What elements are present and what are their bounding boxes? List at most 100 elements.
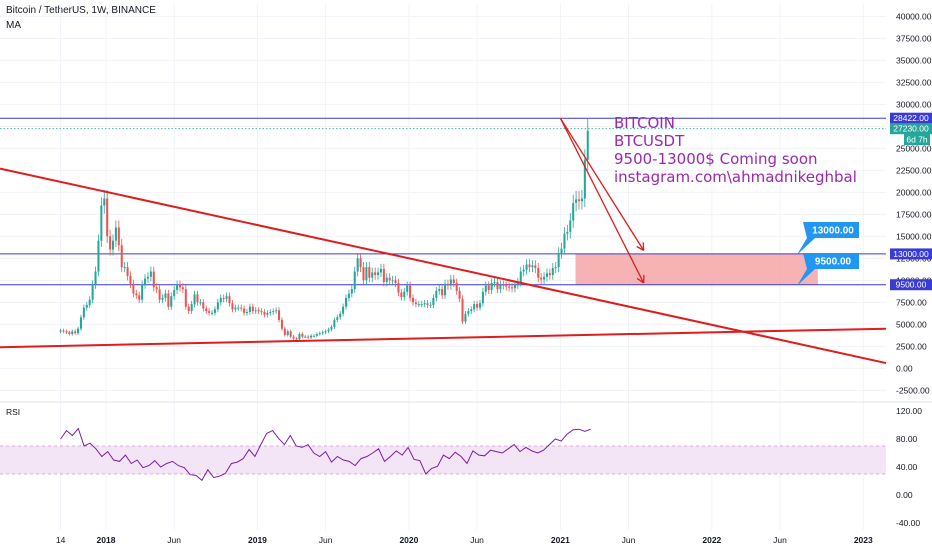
candle-body <box>141 284 144 300</box>
indicator-label-ma[interactable]: MA <box>6 20 21 31</box>
candle-body <box>359 258 362 268</box>
candle-body <box>193 294 196 305</box>
price-tick-label: 5000.00 <box>896 319 927 329</box>
trendlines[interactable] <box>0 167 887 365</box>
candle-body <box>513 284 516 289</box>
candle-body <box>312 335 315 337</box>
price-axis[interactable]: 40000.00 37500.00 35000.00 32500.00 30000.00… <box>896 11 932 395</box>
candle-body <box>403 291 406 298</box>
candle-body <box>362 267 365 281</box>
candlesticks[interactable] <box>59 118 589 341</box>
candle-body <box>213 309 216 313</box>
candle-body <box>481 291 484 304</box>
candle-body <box>187 306 190 312</box>
price-tag-text: 9500.00 <box>896 280 927 290</box>
rsi-tick-label: 0.00 <box>896 490 913 500</box>
candle-body <box>71 331 74 334</box>
candle-body <box>196 294 199 303</box>
candle-body <box>342 306 345 314</box>
candle-body <box>577 199 581 202</box>
horizontal-levels[interactable] <box>0 117 886 286</box>
candle-body <box>240 307 243 309</box>
candle-body <box>222 297 225 299</box>
time-tick-label: 14 <box>56 535 66 545</box>
candle-body <box>490 282 493 290</box>
candle-body <box>269 312 272 313</box>
price-callouts: 13000.00 9500.00 <box>797 222 859 286</box>
candle-body <box>295 338 298 340</box>
candle-body <box>493 282 496 284</box>
candle-body <box>254 310 257 312</box>
candle-body <box>409 285 412 298</box>
candle-body <box>318 333 321 335</box>
candle-body <box>540 277 543 280</box>
candle-body <box>377 272 380 276</box>
arrow-shaft <box>559 117 645 251</box>
rsi-tick-label: -40.00 <box>896 518 920 528</box>
candle-body <box>283 328 286 335</box>
projection-arrows[interactable] <box>559 117 645 284</box>
rsi-label: RSI <box>6 407 20 417</box>
time-axis[interactable]: 14 2018 Jun 2019 Jun 2020 Jun 2021 Jun 2022 Jun 202… <box>56 535 873 545</box>
price-tick-label: 20000.00 <box>896 187 932 197</box>
candle-body <box>333 319 336 327</box>
candle-body <box>243 308 246 313</box>
candle-body <box>149 271 152 277</box>
price-tick-label: 22500.00 <box>896 165 932 175</box>
candle-body <box>65 331 68 333</box>
time-tick-label: Jun <box>773 535 787 545</box>
candle-body <box>286 331 289 335</box>
price-tick-label: 25000.00 <box>896 143 932 153</box>
candle-body <box>275 310 278 312</box>
candle-body <box>91 284 94 300</box>
price-tick-label: 2500.00 <box>896 341 927 351</box>
time-tick-label: Jun <box>319 535 333 545</box>
candle-body <box>339 313 342 318</box>
candle-body <box>528 264 531 268</box>
candle-body <box>569 220 572 232</box>
candle-body <box>94 271 97 285</box>
candle-body <box>152 271 155 288</box>
price-tick-label: 30000.00 <box>896 99 932 109</box>
candle-body <box>391 280 394 282</box>
candle-body <box>181 287 184 290</box>
chart-title: Bitcoin / TetherUS, 1W, BINANCE <box>6 5 156 16</box>
candle-body <box>129 275 132 284</box>
candle-body <box>164 293 167 298</box>
time-tick-label: Jun <box>167 535 181 545</box>
trendline-ascending <box>0 327 887 349</box>
candle-body <box>484 285 487 292</box>
rsi-pane[interactable]: RSI 120.00 80.00 40.00 0.00 -40.00 <box>0 406 922 528</box>
candle-body <box>74 331 77 334</box>
rsi-band <box>0 446 886 474</box>
callout-label: 13000.00 <box>812 226 854 237</box>
candle-body <box>135 293 138 296</box>
candle-body <box>455 282 458 291</box>
candle-body <box>205 308 208 312</box>
candle-body <box>438 289 441 291</box>
callout-box <box>797 253 859 286</box>
candle-body <box>132 283 135 294</box>
candle-body <box>330 326 333 330</box>
candle-body <box>103 198 106 206</box>
candle-body <box>461 298 464 322</box>
candle-body <box>106 198 109 237</box>
time-tick-label: 2022 <box>702 535 721 545</box>
candle-body <box>473 304 476 310</box>
candle-body <box>449 279 452 286</box>
candle-body <box>470 309 473 312</box>
candle-body <box>365 267 368 281</box>
candle-body <box>176 284 179 290</box>
candle-body <box>146 276 149 279</box>
candle-body <box>155 287 158 290</box>
candle-body <box>356 258 359 272</box>
annotation-line: 9500-13000$ Coming soon <box>614 150 818 168</box>
candle-body <box>406 285 409 292</box>
rsi-line <box>60 427 591 482</box>
time-tick-label: 2021 <box>551 535 570 545</box>
price-tag-text: 6d 7h <box>906 135 928 145</box>
annotation-line: BITCOIN <box>614 114 675 132</box>
